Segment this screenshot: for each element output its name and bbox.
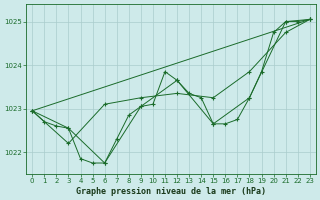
X-axis label: Graphe pression niveau de la mer (hPa): Graphe pression niveau de la mer (hPa) bbox=[76, 187, 266, 196]
